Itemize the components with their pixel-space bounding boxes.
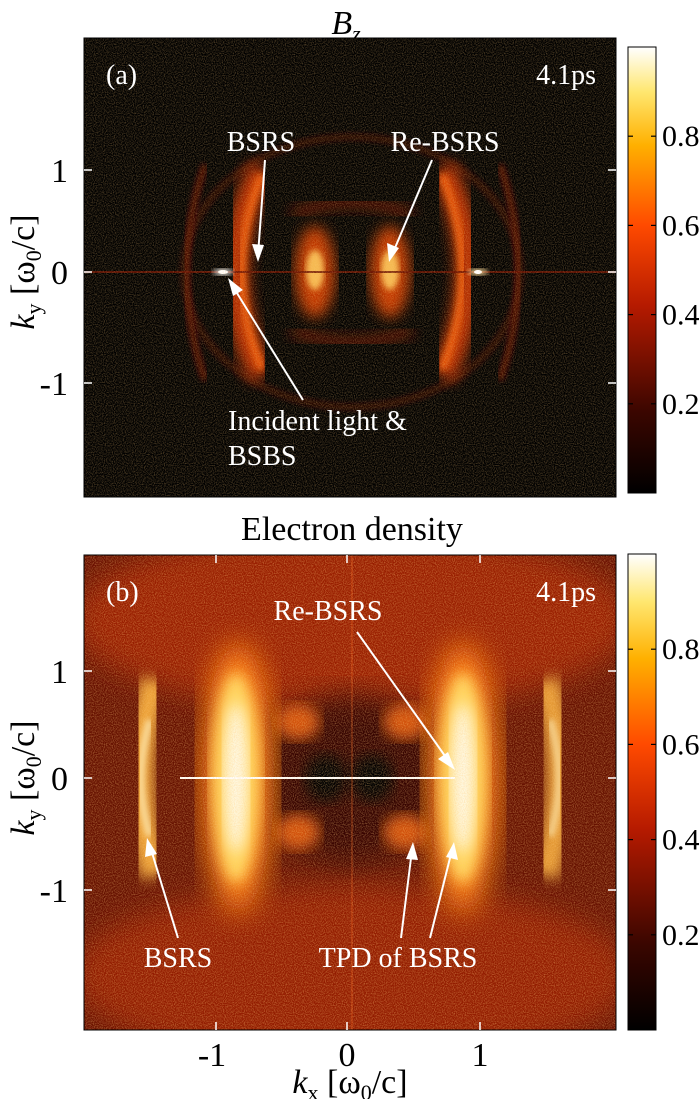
annotation-arrowhead xyxy=(145,838,157,857)
colorbar-tick-label: 0.8 xyxy=(662,633,700,666)
panel-b-label: (b) xyxy=(106,577,139,608)
annotation-arrow xyxy=(257,159,266,256)
panel-b-time: 4.1ps xyxy=(536,577,596,608)
panel-b-ticks: 1 0 -1 -1 0 1 xyxy=(40,555,616,1074)
colorbar-tick-label: 0.4 xyxy=(662,299,700,332)
annotation-arrowhead xyxy=(406,842,418,860)
colorbar-tick-label: 0.2 xyxy=(662,919,700,952)
annotation-arrow xyxy=(356,631,451,764)
panel-b-x-axis-label: kx [ω0/c] xyxy=(292,1064,407,1099)
panel-a-y-ticks: 1 0 -1 xyxy=(40,153,616,403)
panel-b-title: Electron density xyxy=(241,511,463,548)
colorbar-tick-label: 0.8 xyxy=(662,120,700,153)
colorbar-tick-label: 0.2 xyxy=(662,388,700,421)
panel-b-ytick-label: 1 xyxy=(51,654,68,691)
panel-b-y-axis-label: ky [ω0/c] xyxy=(5,720,46,835)
panel-a-ytick-label: 0 xyxy=(51,255,68,292)
annotation-arrowhead xyxy=(438,752,455,770)
annotation-arrowhead xyxy=(252,244,264,262)
panel-a: Bz xyxy=(5,5,700,498)
panel-b-xtick-label: 1 xyxy=(472,1037,489,1074)
panel-a-label: (a) xyxy=(106,60,137,91)
annotation-bsrs: BSRS xyxy=(227,127,296,158)
panel-b-colorbar: 0.8 0.6 0.4 0.2 xyxy=(627,553,700,1031)
panel-a-time: 4.1ps xyxy=(536,60,596,91)
annotation-arrow xyxy=(391,159,433,256)
annotation-bsrs: BSRS xyxy=(144,943,213,974)
annotation-incident-light: Incident light & xyxy=(228,406,407,437)
annotation-arrowhead xyxy=(446,842,458,860)
colorbar-tick-label: 0.4 xyxy=(662,824,700,857)
panel-b-annotations: Re-BSRS BSRS TPD of BSRS xyxy=(144,596,478,974)
panel-b: Electron density xyxy=(5,511,700,1099)
annotation-tpd-of-bsrs: TPD of BSRS xyxy=(319,943,478,974)
colorbar-tick-label: 0.6 xyxy=(662,209,700,242)
panel-a-ytick-label: 1 xyxy=(51,153,68,190)
panel-a-colorbar: 0.8 0.6 0.4 0.2 xyxy=(627,46,700,494)
panel-a-annotations: BSRS Re-BSRS Incident light & BSBS xyxy=(227,127,500,472)
panel-a-title: Bz xyxy=(331,5,361,46)
annotation-arrow xyxy=(429,849,453,939)
panel-b-xtick-label: -1 xyxy=(198,1037,226,1074)
annotation-bsbs: BSBS xyxy=(228,441,297,472)
colorbar-tick-label: 0.6 xyxy=(662,728,700,761)
annotation-arrow xyxy=(149,845,179,939)
panel-a-heatmap xyxy=(84,38,616,497)
panel-b-heatmap xyxy=(84,555,616,1030)
panel-b-xtick-label: 0 xyxy=(339,1037,356,1074)
annotation-re-bsrs: Re-BSRS xyxy=(391,127,500,158)
annotation-arrow xyxy=(400,849,413,939)
panel-b-ytick-label: 0 xyxy=(51,761,68,798)
panel-a-y-axis-label: ky [ω0/c] xyxy=(5,214,46,329)
annotation-re-bsrs: Re-BSRS xyxy=(274,596,383,627)
annotation-arrow xyxy=(231,284,304,401)
panel-b-ytick-label: -1 xyxy=(40,873,68,910)
annotation-arrowhead xyxy=(387,243,399,262)
annotation-arrowhead xyxy=(228,278,243,296)
panel-a-ytick-label: -1 xyxy=(40,366,68,403)
